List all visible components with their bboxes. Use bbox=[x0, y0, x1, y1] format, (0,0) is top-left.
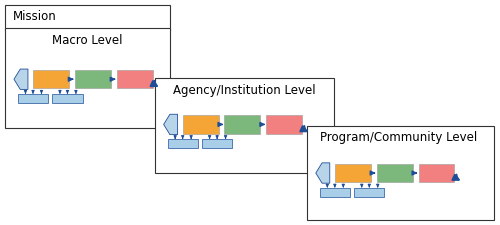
Bar bbox=[354, 188, 384, 197]
Bar bbox=[307, 126, 494, 220]
Bar bbox=[116, 71, 152, 89]
Text: Mission: Mission bbox=[12, 10, 56, 23]
Bar bbox=[75, 71, 111, 89]
Bar bbox=[18, 95, 48, 104]
Bar bbox=[182, 116, 218, 134]
Bar bbox=[376, 164, 412, 182]
Bar bbox=[33, 71, 69, 89]
Bar bbox=[5, 6, 170, 32]
Bar bbox=[154, 79, 334, 173]
Bar bbox=[5, 29, 170, 128]
Polygon shape bbox=[14, 70, 28, 90]
Text: Agency/Institution Level: Agency/Institution Level bbox=[173, 83, 316, 97]
Polygon shape bbox=[164, 115, 177, 135]
Bar bbox=[320, 188, 350, 197]
Bar bbox=[168, 140, 198, 149]
Text: Macro Level: Macro Level bbox=[52, 34, 122, 47]
Polygon shape bbox=[316, 163, 330, 183]
Text: Program/Community Level: Program/Community Level bbox=[320, 131, 478, 144]
Bar bbox=[52, 95, 82, 104]
Bar bbox=[224, 116, 260, 134]
Bar bbox=[202, 140, 232, 149]
Bar bbox=[334, 164, 370, 182]
Bar bbox=[266, 116, 302, 134]
Bar bbox=[418, 164, 454, 182]
